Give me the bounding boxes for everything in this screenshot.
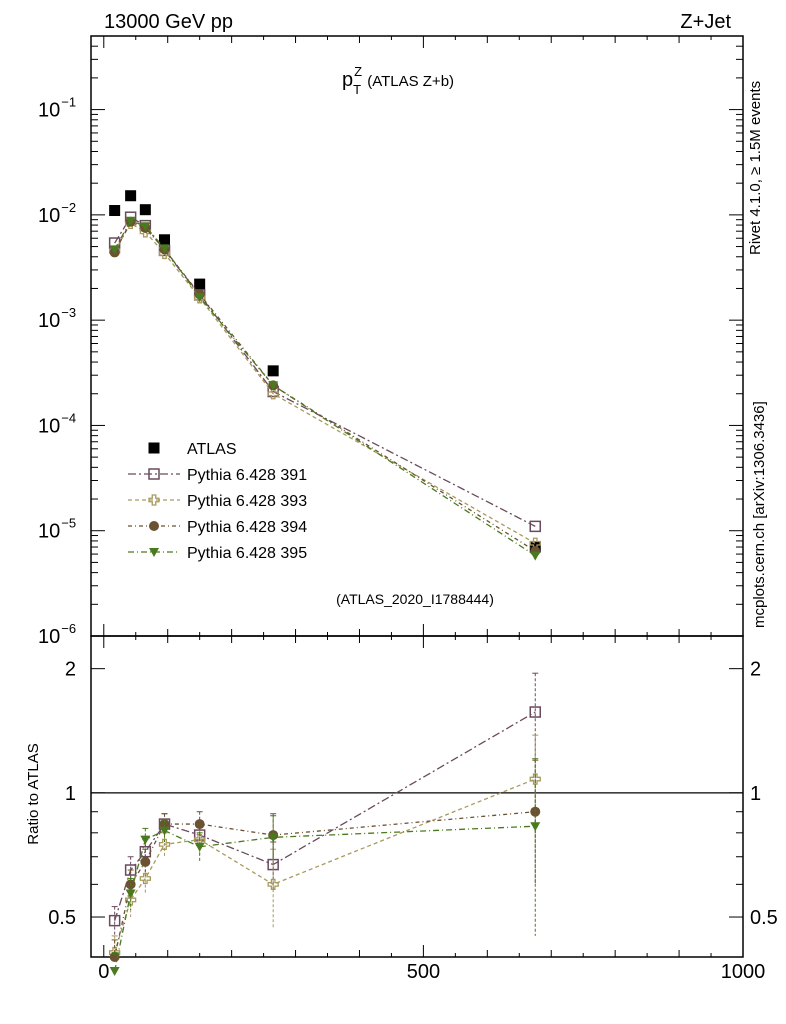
ratio-point-2 bbox=[159, 819, 170, 830]
legend-label: Pythia 6.428 394 bbox=[187, 519, 307, 536]
energy-label: 13000 GeV pp bbox=[104, 11, 233, 33]
ratio-ytick-label: 2 bbox=[65, 659, 76, 681]
data-point-0 bbox=[267, 365, 279, 377]
main-ytick-label: 10−3 bbox=[38, 305, 76, 332]
ratio-point-2 bbox=[530, 806, 541, 817]
ratio-ylabel: Ratio to ATLAS bbox=[25, 743, 42, 844]
ratio-ytick-label-right: 2 bbox=[750, 659, 761, 681]
rivet-label: Rivet 4.1.0, ≥ 1.5M events bbox=[747, 81, 764, 255]
ratio-ytick-label-right: 0.5 bbox=[750, 907, 778, 929]
legend-label: Pythia 6.428 391 bbox=[187, 467, 307, 484]
plot-title: pZ T (ATLAS Z+b) bbox=[342, 64, 454, 97]
ratio-point-2 bbox=[194, 819, 205, 830]
ratio-point-0 bbox=[529, 706, 542, 718]
xtick-label: 500 bbox=[407, 961, 440, 983]
ratio-line-0 bbox=[114, 711, 536, 921]
data-point-4 bbox=[109, 245, 120, 255]
ratio-line-2 bbox=[114, 811, 536, 958]
data-point-2 bbox=[267, 388, 279, 400]
main-ytick-label: 10−4 bbox=[38, 410, 76, 437]
legend-marker bbox=[148, 468, 160, 480]
ratio-point-3 bbox=[194, 842, 205, 852]
legend: ATLAS Pythia 6.428 391 Pythia 6.428 393 Pyt… bbox=[128, 441, 307, 562]
data-point-1 bbox=[529, 520, 542, 533]
ratio-ytick-label: 1 bbox=[65, 783, 76, 805]
data-point-4 bbox=[140, 222, 151, 232]
main-ytick-label: 10−1 bbox=[38, 95, 76, 122]
legend-marker bbox=[149, 548, 159, 557]
data-point-4 bbox=[194, 293, 205, 303]
xtick-label: 1000 bbox=[721, 961, 766, 983]
legend-marker bbox=[148, 442, 160, 454]
legend-label: Pythia 6.428 395 bbox=[187, 545, 307, 562]
data-point-4 bbox=[530, 551, 541, 561]
title-rest: (ATLAS Z+b) bbox=[363, 73, 454, 90]
ratio-point-2 bbox=[109, 952, 120, 962]
analysis-tag: (ATLAS_2020_I1788444) bbox=[336, 591, 494, 607]
legend-marker bbox=[149, 521, 159, 531]
ratio-frame bbox=[90, 635, 744, 958]
series-line-2 bbox=[114, 222, 536, 544]
process-label: Z+Jet bbox=[680, 11, 731, 33]
ratio-point-1 bbox=[529, 773, 541, 785]
ratio-point-3 bbox=[109, 966, 120, 976]
ratio-ytick-label-right: 1 bbox=[750, 783, 761, 805]
ratio-point-2 bbox=[140, 856, 151, 867]
data-point-0 bbox=[139, 204, 151, 216]
ratio-point-1 bbox=[124, 894, 137, 906]
legend-label: ATLAS bbox=[187, 441, 237, 458]
data-point-0 bbox=[109, 205, 121, 217]
ratio-panel: 0.5 0.5 1 1 2 2 0 500 1000 bbox=[48, 635, 778, 983]
ratio-line-1 bbox=[114, 778, 536, 953]
ratio-point-3 bbox=[530, 822, 541, 832]
ratio-line-3 bbox=[114, 825, 536, 972]
data-point-0 bbox=[125, 190, 137, 202]
ratio-point-0 bbox=[108, 914, 121, 927]
main-panel: 10−6 10−5 10−4 10−3 10−2 10−1 bbox=[38, 35, 744, 648]
data-point-4 bbox=[125, 216, 136, 226]
mcplots-label: mcplots.cern.ch [arXiv:1306.3436] bbox=[751, 401, 768, 628]
main-ytick-label: 10−6 bbox=[38, 621, 76, 648]
data-point-4 bbox=[159, 244, 170, 254]
title-sup: Z bbox=[354, 64, 362, 79]
ratio-point-1 bbox=[139, 872, 151, 885]
ratio-point-1 bbox=[158, 838, 171, 851]
title-sub: T bbox=[353, 82, 361, 97]
ratio-point-3 bbox=[159, 826, 170, 836]
ratio-ytick-label: 0.5 bbox=[48, 907, 76, 929]
ratio-point-3 bbox=[140, 835, 151, 845]
ratio-point-3 bbox=[268, 833, 279, 843]
legend-marker bbox=[148, 494, 160, 506]
data-point-4 bbox=[268, 381, 279, 391]
legend-label: Pythia 6.428 393 bbox=[187, 493, 307, 510]
main-ytick-label: 10−2 bbox=[38, 200, 76, 227]
data-point-0 bbox=[194, 278, 206, 290]
main-ytick-label: 10−5 bbox=[38, 516, 76, 543]
ratio-point-3 bbox=[125, 889, 136, 899]
xtick-label: 0 bbox=[98, 961, 109, 983]
title-main: p bbox=[342, 69, 353, 91]
series-line-1 bbox=[114, 216, 536, 527]
data-point-0 bbox=[159, 234, 171, 246]
ratio-point-1 bbox=[267, 878, 279, 891]
